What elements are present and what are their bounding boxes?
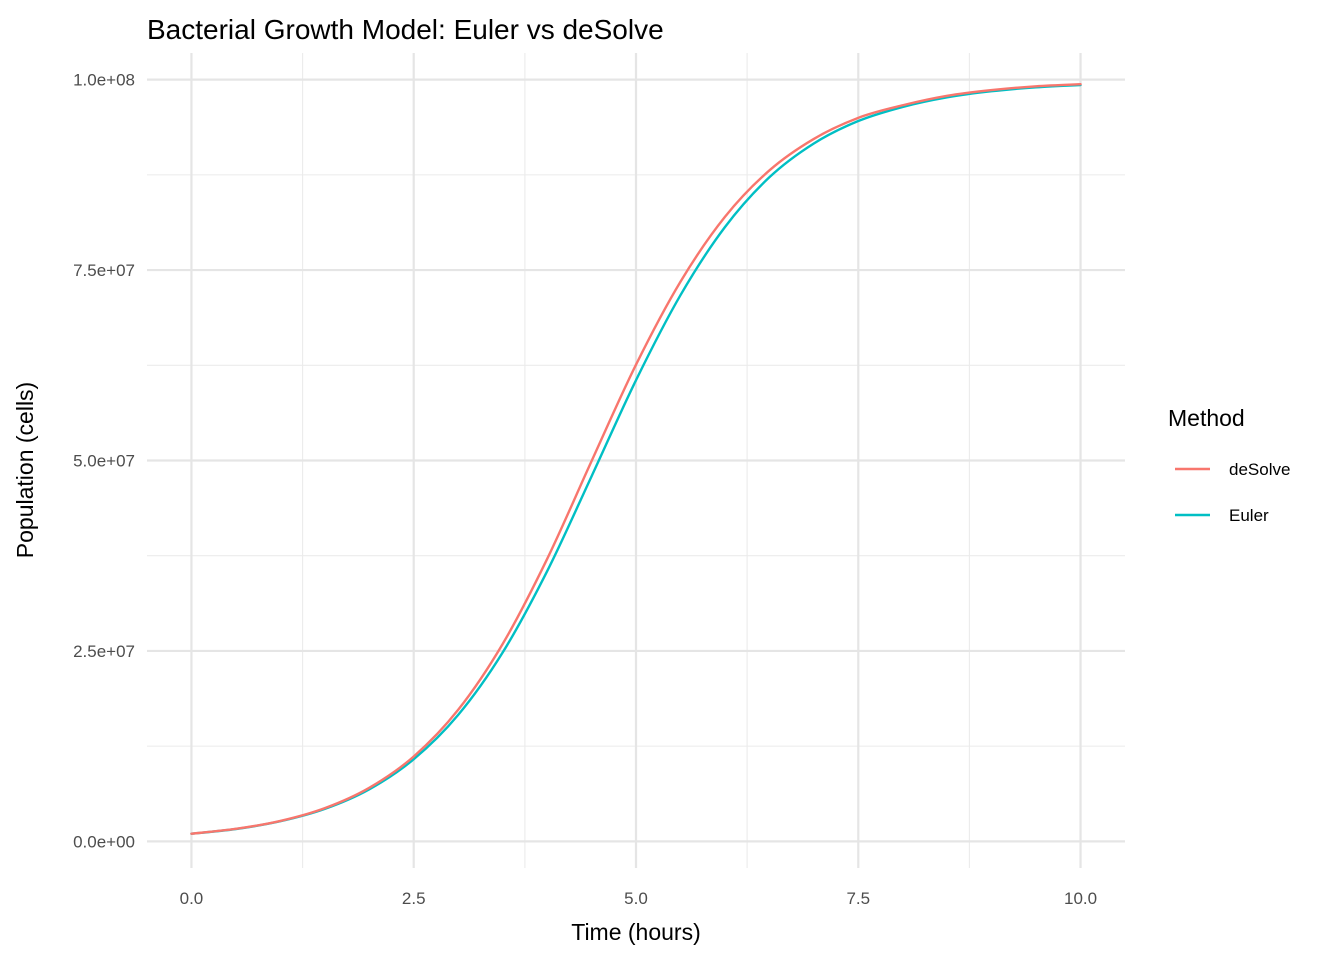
y-axis-title: Population (cells)	[12, 382, 38, 558]
x-tick-label: 7.5	[846, 889, 870, 908]
chart-title: Bacterial Growth Model: Euler vs deSolve	[147, 14, 664, 45]
y-tick-label: 1.0e+08	[73, 71, 135, 90]
x-tick-label: 0.0	[180, 889, 204, 908]
y-tick-label: 7.5e+07	[73, 261, 135, 280]
x-tick-label: 10.0	[1064, 889, 1097, 908]
series-line-desolve	[190, 83, 1082, 835]
legend-items: deSolve Euler	[1175, 460, 1290, 525]
series-layer	[190, 83, 1082, 835]
legend-label-desolve: deSolve	[1229, 460, 1290, 479]
y-tick-label: 0.0e+00	[73, 832, 135, 851]
x-tick-label: 2.5	[402, 889, 426, 908]
legend: Method deSolve Euler	[1168, 405, 1290, 525]
y-tick-label: 2.5e+07	[73, 642, 135, 661]
legend-label-euler: Euler	[1229, 506, 1269, 525]
x-axis-title: Time (hours)	[571, 919, 701, 945]
y-tick-label: 5.0e+07	[73, 452, 135, 471]
axis-layer: 0.0 2.5 5.0 7.5 10.0 0.0e+00 2.5e+07 5.0e+07 7.5…	[73, 71, 1097, 908]
grid-layer	[147, 53, 1125, 868]
x-tick-label: 5.0	[624, 889, 648, 908]
legend-title: Method	[1168, 405, 1245, 431]
